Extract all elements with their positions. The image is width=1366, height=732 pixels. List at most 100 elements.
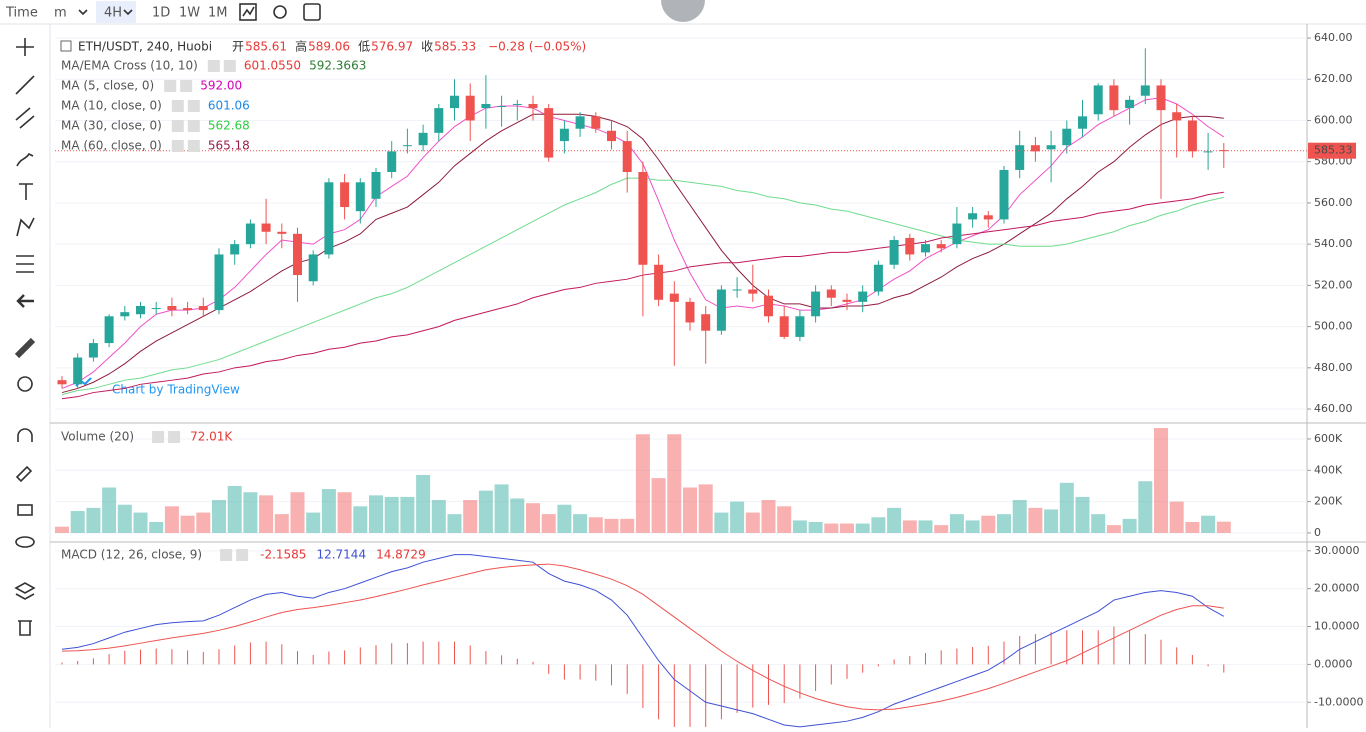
zoom-tool[interactable] bbox=[17, 376, 33, 392]
remove-icon[interactable] bbox=[223, 60, 236, 72]
delete-tool[interactable] bbox=[18, 620, 32, 636]
volume-bar bbox=[887, 507, 902, 533]
candle-body bbox=[371, 171, 381, 199]
volume-bar bbox=[698, 484, 713, 533]
lock-drawings-tool[interactable] bbox=[15, 465, 33, 483]
volume-bar bbox=[494, 484, 509, 533]
candle-body bbox=[73, 357, 83, 385]
measure-tool[interactable] bbox=[14, 337, 36, 359]
y-tick-label: 400K bbox=[1314, 463, 1343, 476]
volume-bar bbox=[1216, 521, 1231, 533]
pattern-tool[interactable] bbox=[16, 217, 35, 237]
settings-icon[interactable] bbox=[207, 60, 220, 72]
volume-bar bbox=[212, 500, 226, 533]
candle-body bbox=[826, 289, 836, 298]
chart-style-icon bbox=[242, 6, 255, 17]
volume-bar bbox=[1185, 521, 1200, 533]
volume-bar bbox=[855, 523, 870, 533]
visibility-tool[interactable] bbox=[15, 536, 35, 548]
candle-body bbox=[873, 264, 883, 292]
remove-icon[interactable] bbox=[187, 120, 200, 132]
candle-body bbox=[607, 130, 616, 142]
interval-dropdown[interactable] bbox=[123, 9, 133, 16]
settings-button[interactable] bbox=[273, 5, 287, 19]
ohlc-label: 高 bbox=[295, 39, 307, 54]
back-tool[interactable] bbox=[16, 294, 34, 308]
remove-icon[interactable] bbox=[236, 549, 249, 561]
volume-bar bbox=[635, 434, 650, 533]
volume-bar bbox=[541, 514, 556, 533]
settings-icon[interactable] bbox=[171, 140, 184, 152]
macd-line bbox=[61, 554, 1225, 728]
crosshair-tool[interactable] bbox=[16, 38, 34, 56]
candle-body bbox=[1125, 99, 1135, 109]
candle-body bbox=[983, 215, 993, 220]
remove-icon[interactable] bbox=[168, 431, 181, 443]
ohlc-value: 589.06 bbox=[308, 40, 350, 54]
candle-body bbox=[340, 182, 350, 208]
remove-icon[interactable] bbox=[187, 140, 200, 152]
toolbar-button[interactable]: m bbox=[54, 6, 67, 21]
settings-icon[interactable] bbox=[164, 80, 177, 92]
candle-body bbox=[952, 223, 962, 245]
candle-body bbox=[497, 106, 507, 108]
fib-tool[interactable] bbox=[16, 255, 34, 273]
layers-tool[interactable] bbox=[14, 582, 36, 600]
brush-tool[interactable] bbox=[16, 152, 34, 167]
settings-icon[interactable] bbox=[171, 100, 184, 112]
macd-value: -2.1585 bbox=[260, 548, 306, 562]
pitchfork-tool[interactable] bbox=[15, 107, 35, 129]
toolbar-button[interactable]: 1M bbox=[208, 6, 228, 21]
trend-line-tool[interactable] bbox=[15, 75, 35, 95]
candle-body bbox=[1015, 145, 1025, 170]
candle-body bbox=[183, 308, 193, 311]
toolbar-button[interactable]: 1D bbox=[152, 6, 170, 21]
volume-bar bbox=[792, 520, 807, 533]
volume-bar bbox=[259, 495, 274, 533]
magnet-tool[interactable] bbox=[17, 428, 33, 442]
volume-bar bbox=[573, 514, 588, 533]
settings-icon[interactable] bbox=[152, 431, 165, 443]
remove-icon[interactable] bbox=[187, 100, 200, 112]
collapse-toggle[interactable] bbox=[60, 40, 72, 52]
remove-icon[interactable] bbox=[180, 80, 193, 92]
y-tick-label: 0.0000 bbox=[1314, 657, 1353, 670]
screenshot-button[interactable] bbox=[303, 3, 321, 21]
volume-bar bbox=[133, 512, 148, 533]
toolbar-button[interactable]: Time bbox=[5, 6, 38, 21]
volume-bar bbox=[510, 498, 525, 533]
y-tick-label: 500.00 bbox=[1314, 320, 1353, 333]
candle-body bbox=[559, 128, 569, 142]
y-tick-label: 520.00 bbox=[1314, 278, 1353, 291]
candle-body bbox=[450, 95, 459, 109]
y-tick-label: 620.00 bbox=[1314, 72, 1353, 85]
candle-body bbox=[1156, 85, 1166, 111]
unlock-tool[interactable] bbox=[17, 504, 33, 516]
candle-body bbox=[434, 108, 444, 133]
chart-style-button[interactable] bbox=[239, 3, 257, 21]
candle-body bbox=[198, 305, 208, 311]
indicator-value: 601.0550 bbox=[244, 59, 301, 73]
active-interval-bg bbox=[96, 1, 136, 23]
drawing-tools bbox=[14, 38, 36, 636]
candle-body bbox=[277, 231, 287, 234]
volume-title: Volume (20) bbox=[61, 430, 134, 444]
close-overlay-button[interactable] bbox=[661, 0, 705, 22]
volume-bar bbox=[290, 492, 305, 533]
volume-bar bbox=[808, 521, 823, 533]
y-tick-label: 460.00 bbox=[1314, 402, 1353, 415]
candle-body bbox=[622, 141, 632, 172]
toolbar-button[interactable]: 4H bbox=[104, 6, 122, 21]
text-tool[interactable] bbox=[19, 183, 33, 200]
candle-body bbox=[1140, 85, 1150, 96]
candle-body bbox=[481, 103, 491, 109]
settings-icon[interactable] bbox=[220, 549, 233, 561]
interval-dropdown[interactable] bbox=[78, 9, 88, 16]
toolbar-button[interactable]: 1W bbox=[179, 6, 200, 21]
volume-bar bbox=[824, 523, 839, 533]
settings-icon[interactable] bbox=[171, 120, 184, 132]
candle-body bbox=[120, 312, 130, 317]
volume-bar bbox=[86, 507, 101, 533]
candle-body bbox=[151, 308, 161, 310]
